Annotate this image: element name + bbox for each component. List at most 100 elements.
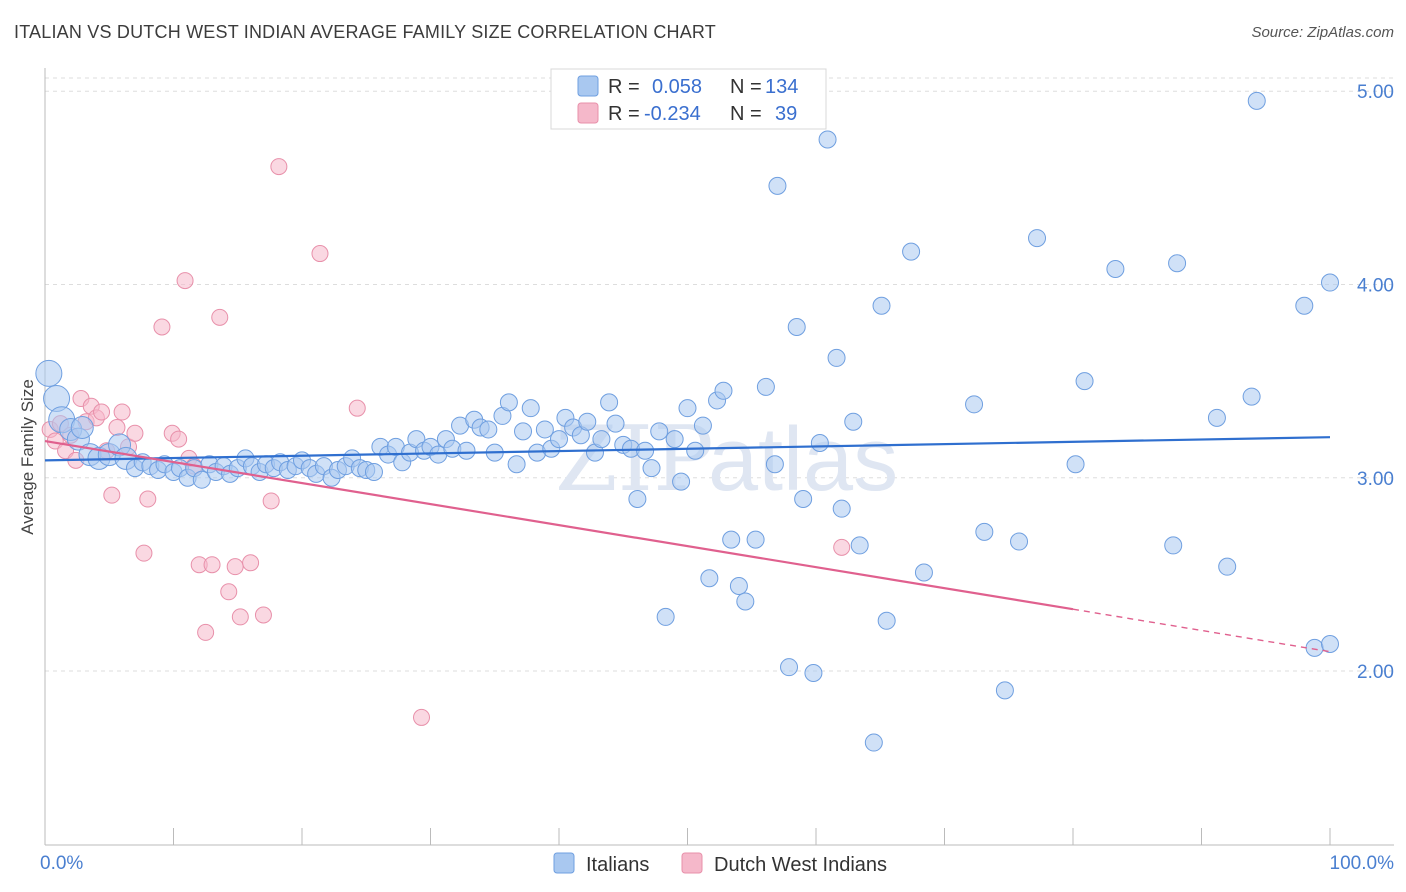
legend-n-value-2: 39 [775, 103, 797, 125]
italian-point [642, 459, 661, 478]
italian-point [479, 420, 498, 439]
italian-point [693, 416, 712, 435]
legend-r-label-1: R = [608, 76, 640, 98]
dwi-point [242, 554, 260, 572]
bottom-legend-swatch-italians [553, 852, 575, 874]
italian-point [1218, 557, 1237, 576]
italian-point [850, 536, 869, 555]
italian-point [729, 577, 748, 595]
italian-point [650, 422, 669, 441]
italian-point [864, 733, 883, 752]
dwi-point [254, 606, 272, 624]
italian-point [1321, 634, 1339, 653]
italian-point [756, 377, 775, 396]
dwi-point [231, 608, 249, 626]
italian-point [535, 420, 554, 439]
italian-point [606, 414, 625, 433]
italian-point [1168, 254, 1187, 273]
y-tick-label: 4.00 [1357, 275, 1394, 296]
dwi-point [135, 544, 153, 562]
x-tick-max: 100.0% [1330, 853, 1395, 874]
legend-r-value-1: 0.058 [652, 76, 702, 98]
italians-trend-line [44, 436, 1331, 462]
italian-point [714, 381, 733, 400]
italian-point [914, 563, 933, 582]
dwi-point [126, 424, 144, 442]
italian-point [804, 663, 823, 682]
italian-point [678, 399, 697, 418]
trend-lines [44, 436, 1331, 653]
italian-point [1207, 408, 1226, 427]
y-axis-label: Average Family Size [18, 379, 37, 535]
dwi-point [197, 623, 215, 641]
italian-point [965, 395, 984, 414]
italian-point [600, 393, 619, 412]
top-legend: R = 0.058 N = 134 R = -0.234 N = 39 [550, 68, 827, 130]
italian-point [578, 412, 597, 431]
italian-point [70, 416, 94, 440]
italian-point [35, 359, 63, 387]
dwi-point [103, 486, 121, 504]
italian-point [514, 422, 533, 441]
italian-point [665, 430, 684, 449]
dwi-trend-line [44, 439, 1074, 611]
italian-point [827, 348, 846, 367]
dwi-trend-line-dashed [1072, 608, 1331, 653]
italian-point [550, 430, 568, 449]
y-tick-label: 2.00 [1357, 662, 1394, 683]
italian-point [794, 490, 813, 509]
legend-n-label-2: N = [730, 103, 762, 125]
italian-point [787, 318, 806, 336]
legend-swatch-italians [577, 75, 599, 97]
italian-point [722, 530, 741, 549]
italian-point [832, 499, 851, 518]
dwi-point [262, 492, 280, 510]
italian-point [768, 176, 787, 195]
x-tick-min: 0.0% [40, 853, 83, 874]
legend-n-value-1: 134 [765, 76, 798, 98]
dwi-point [153, 318, 171, 336]
italian-point [499, 393, 518, 412]
italian-point [810, 433, 829, 452]
dwi-point [203, 556, 221, 574]
dwi-point [348, 399, 366, 417]
italian-point [507, 455, 526, 474]
bottom-legend-label-dwi: Dutch West Indians [714, 854, 887, 876]
italian-point [521, 399, 540, 418]
dwi-point [220, 583, 238, 601]
italian-point [872, 296, 891, 315]
dwi-point [413, 708, 431, 726]
italian-point [995, 681, 1014, 700]
italian-point [364, 462, 383, 481]
dwi-point [176, 272, 194, 290]
italian-point [1010, 532, 1029, 551]
italian-point [192, 470, 211, 489]
dwi-point [311, 245, 329, 263]
dwi-point [93, 403, 111, 421]
italian-point [877, 611, 896, 630]
italian-point [780, 658, 799, 677]
dwi-point [211, 308, 229, 326]
chart-title: ITALIAN VS DUTCH WEST INDIAN AVERAGE FAM… [14, 22, 716, 42]
italian-point [736, 592, 755, 611]
legend-n-label-1: N = [730, 76, 762, 98]
italian-point [902, 242, 921, 261]
italian-points [35, 91, 1339, 752]
italian-point [656, 607, 675, 626]
italian-point [1066, 455, 1085, 474]
bottom-legend: Italians Dutch West Indians [553, 852, 887, 876]
italian-point [1247, 91, 1266, 110]
chart-source: Source: ZipAtlas.com [1251, 24, 1394, 41]
italian-point [1295, 296, 1314, 315]
italian-point [628, 490, 647, 509]
italian-point [672, 472, 691, 491]
y-tick-labels: 2.00 3.00 4.00 5.00 [1357, 82, 1394, 683]
legend-swatch-dwi [577, 102, 599, 124]
italian-point [1028, 229, 1047, 248]
italian-point [818, 130, 837, 149]
axes [44, 68, 1394, 846]
dwi-point [139, 490, 157, 508]
bottom-legend-label-italians: Italians [586, 854, 649, 876]
italian-point [457, 441, 476, 460]
dwi-point [226, 558, 244, 576]
